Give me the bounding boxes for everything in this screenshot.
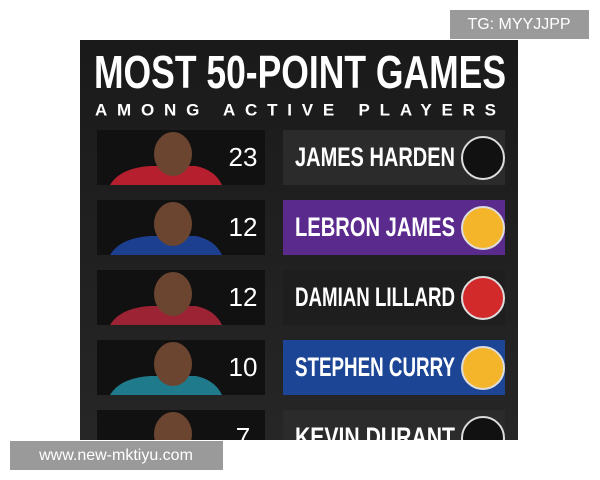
player-head	[154, 272, 192, 316]
team-logo	[461, 416, 505, 440]
player-body	[110, 306, 222, 325]
count: 7	[236, 422, 250, 452]
team-logo	[461, 276, 505, 320]
player-head	[154, 412, 192, 440]
subtitle: AMONG ACTIVE PLAYERS	[95, 100, 505, 119]
player-body	[110, 376, 222, 395]
player-head	[154, 202, 192, 246]
player-body	[110, 236, 222, 255]
row: 12 DAMIAN LILLARD	[97, 270, 505, 325]
watermark-bottom: www.new-mktiyu.com	[38, 447, 193, 464]
player-head	[154, 342, 192, 386]
row: 7 KEVIN DURANT	[97, 410, 505, 452]
row: 10 STEPHEN CURRY	[97, 340, 505, 395]
panel: MOST 50-POINT GAMES AMONG ACTIVE PLAYERS…	[80, 40, 518, 452]
player-head	[154, 132, 192, 176]
name: DAMIAN LILLARD	[295, 282, 455, 312]
team-logo	[461, 136, 505, 180]
name: LEBRON JAMES	[295, 212, 455, 242]
title: MOST 50-POINT GAMES	[94, 46, 506, 98]
team-logo	[461, 206, 505, 250]
watermark-top: TG: MYYJJPP	[467, 16, 570, 33]
watermark-bg	[450, 10, 589, 39]
name: KEVIN DURANT	[295, 422, 455, 452]
player-body	[110, 166, 222, 185]
name: JAMES HARDEN	[295, 142, 455, 172]
name: STEPHEN CURRY	[295, 352, 455, 382]
rows: 23 JAMES HARDEN 12 LEBRON JAMES 12 DAMIAN LIL…	[97, 130, 505, 452]
count: 12	[229, 212, 258, 242]
count: 12	[229, 282, 258, 312]
count: 10	[229, 352, 258, 382]
team-logo	[461, 346, 505, 390]
watermark-bg	[10, 441, 223, 470]
count: 23	[229, 142, 258, 172]
row: 12 LEBRON JAMES	[97, 200, 505, 255]
row: 23 JAMES HARDEN	[97, 130, 505, 185]
